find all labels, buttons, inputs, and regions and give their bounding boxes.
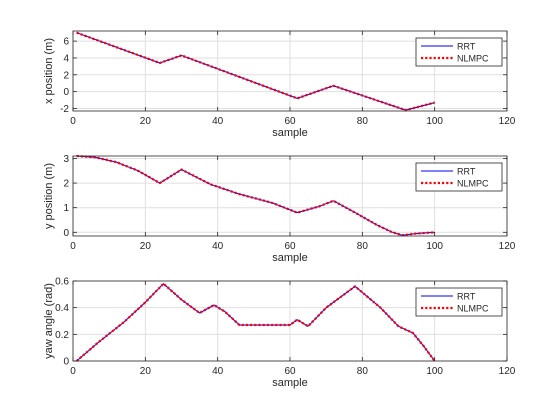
x-tick-label: 20 <box>140 241 152 252</box>
y-axis-label: y position (m) <box>43 163 55 229</box>
legend-label-nlmpc: NLMPC <box>457 304 489 314</box>
x-tick-label: 40 <box>212 116 224 127</box>
y-tick-label: 2 <box>63 179 69 190</box>
x-tick-label: 80 <box>357 241 369 252</box>
series-line-nlmpc <box>76 31 435 112</box>
y-tick-label: 0 <box>63 228 69 239</box>
legend-box <box>415 162 503 192</box>
y-tick-label: -2 <box>60 104 69 115</box>
chart-3: 0 20 40 60 80 100 120 0 0.2 0.4 0.6 sample yaw angle… <box>43 277 516 390</box>
x-tick-label: 100 <box>426 241 443 252</box>
x-tick-label: 20 <box>140 116 152 127</box>
y-axis-label: x position (m) <box>43 38 55 104</box>
x-tick-label: 120 <box>499 366 516 377</box>
x-axis-label: sample <box>272 252 307 264</box>
x-tick-label: 60 <box>284 366 296 377</box>
y-tick-label: 2 <box>63 70 69 81</box>
x-tick-label: 60 <box>284 241 296 252</box>
x-tick-label: 20 <box>140 366 152 377</box>
legend-label-rrt: RRT <box>457 167 476 177</box>
y-tick-label: 0.2 <box>55 330 69 341</box>
y-tick-label: 6 <box>63 37 69 48</box>
y-tick-label: 3 <box>63 154 69 165</box>
legend-label-nlmpc: NLMPC <box>457 179 489 189</box>
legend-label-rrt: RRT <box>457 42 476 52</box>
x-tick-label: 0 <box>70 241 76 252</box>
legend-box <box>415 287 503 317</box>
legend-label-nlmpc: NLMPC <box>457 54 489 64</box>
x-tick-label: 80 <box>357 366 369 377</box>
x-axis-label: sample <box>272 127 307 139</box>
x-tick-label: 80 <box>357 116 369 127</box>
y-tick-label: 0.6 <box>55 277 69 288</box>
x-tick-label: 120 <box>499 116 516 127</box>
y-tick-label: 1 <box>63 203 69 214</box>
y-tick-label: 4 <box>63 53 69 64</box>
legend-box <box>415 37 503 67</box>
legend: RRT NLMPC <box>415 37 503 67</box>
chart-2: 0 20 40 60 80 100 120 0 1 2 3 sample y position (m) R… <box>43 154 516 264</box>
legend: RRT NLMPC <box>415 287 503 317</box>
x-tick-label: 100 <box>426 116 443 127</box>
series-line-nlmpc <box>76 154 435 237</box>
x-tick-label: 60 <box>284 116 296 127</box>
legend: RRT NLMPC <box>415 162 503 192</box>
x-tick-label: 120 <box>499 241 516 252</box>
x-tick-label: 40 <box>212 241 224 252</box>
x-tick-label: 0 <box>70 116 76 127</box>
x-tick-label: 0 <box>70 366 76 377</box>
x-axis-label: sample <box>272 377 307 389</box>
series-line-nlmpc <box>75 282 436 362</box>
x-tick-label: 100 <box>426 366 443 377</box>
y-tick-label: 0 <box>63 87 69 98</box>
y-axis-label: yaw angle (rad) <box>43 283 55 359</box>
y-tick-label: 0.4 <box>55 303 69 314</box>
legend-label-rrt: RRT <box>457 292 476 302</box>
x-tick-label: 40 <box>212 366 224 377</box>
y-tick-label: 0 <box>63 357 69 368</box>
